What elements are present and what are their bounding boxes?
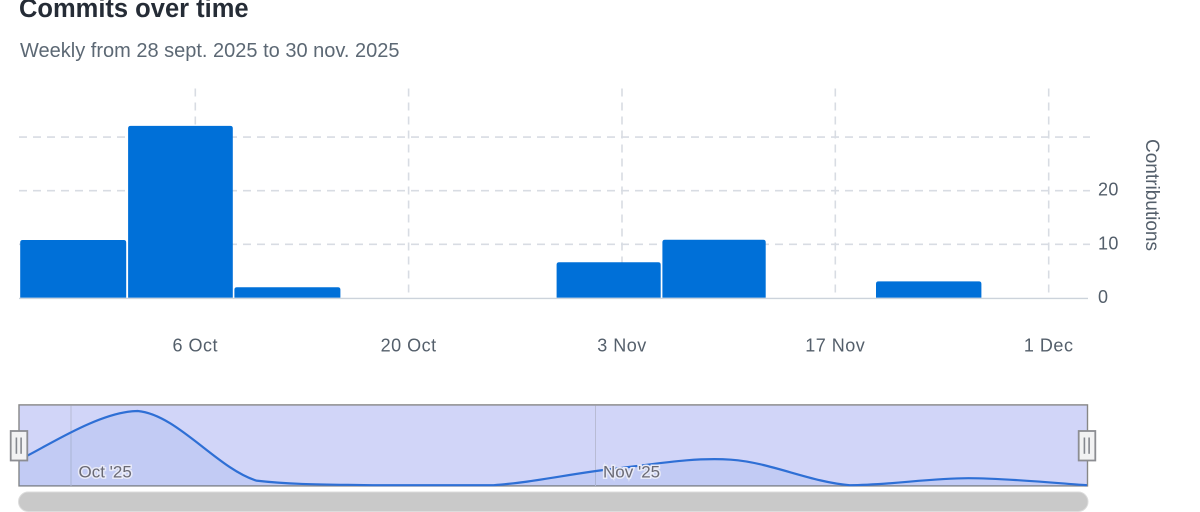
svg-text:0: 0 [1098, 287, 1108, 307]
svg-text:17 Nov: 17 Nov [805, 336, 865, 356]
svg-text:3 Nov: 3 Nov [597, 336, 647, 356]
svg-text:10: 10 [1098, 234, 1119, 254]
svg-text:1 Dec: 1 Dec [1024, 336, 1074, 356]
svg-text:20 Oct: 20 Oct [381, 336, 437, 356]
svg-text:Contributions: Contributions [1141, 139, 1162, 251]
svg-text:6 Oct: 6 Oct [173, 336, 219, 356]
svg-text:20: 20 [1098, 180, 1119, 200]
svg-text:Nov '25: Nov '25 [603, 463, 660, 482]
svg-text:Oct '25: Oct '25 [79, 463, 132, 482]
